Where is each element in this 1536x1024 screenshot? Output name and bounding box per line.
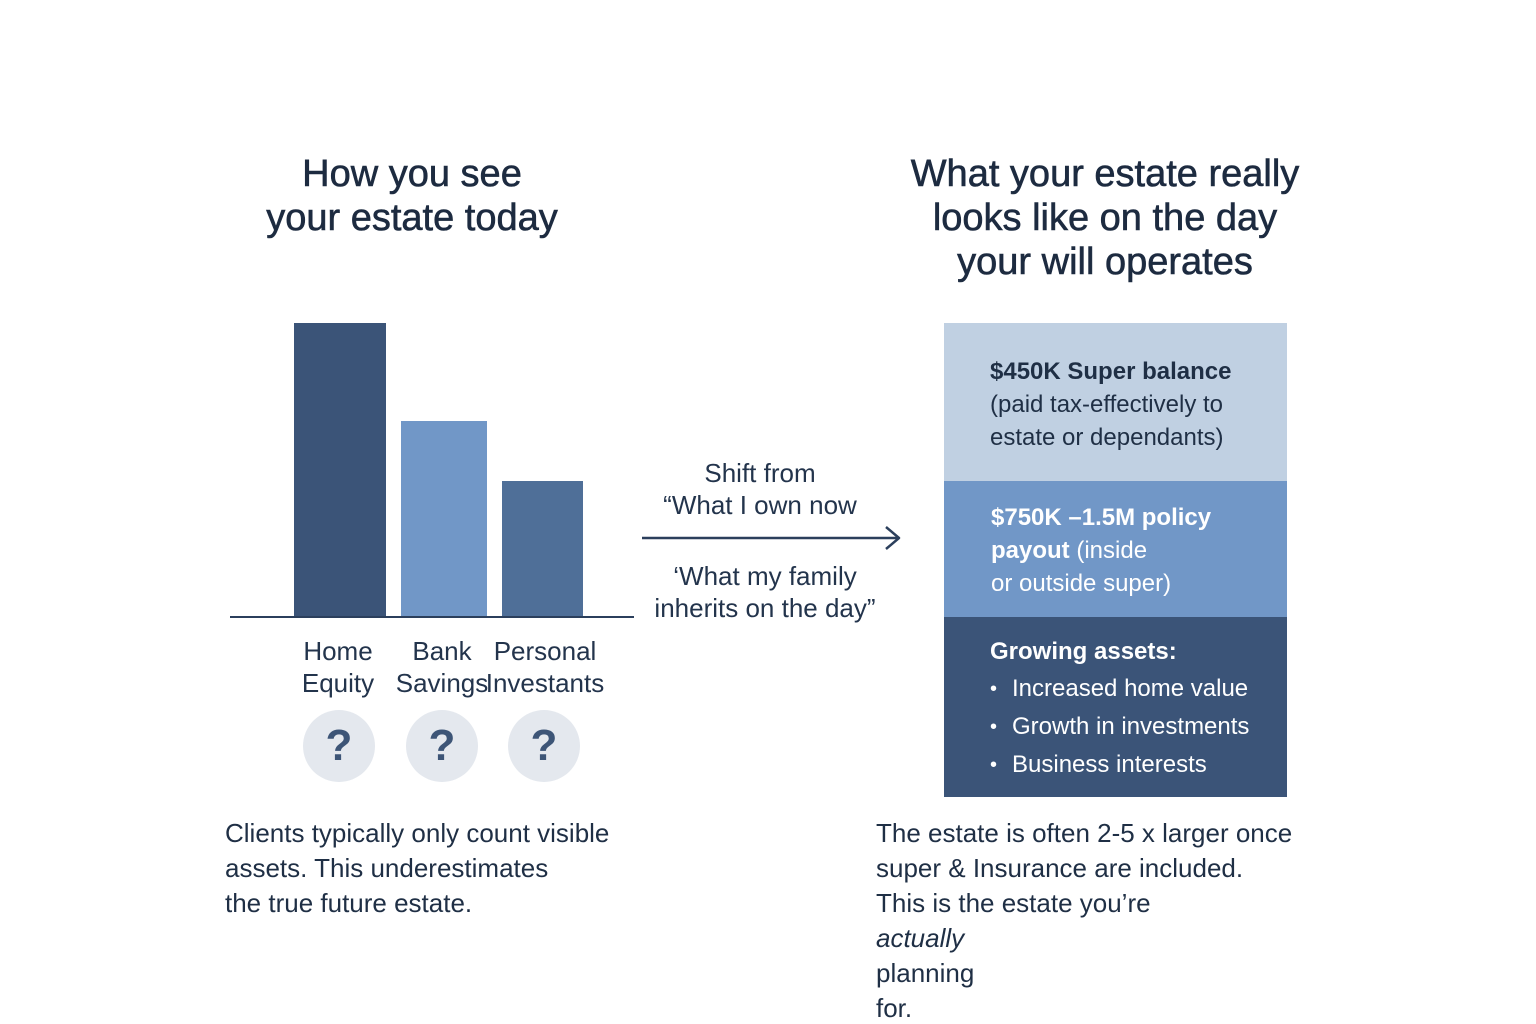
left-caption: Clients typically only count visible ass… <box>225 818 610 918</box>
left-heading-line-1: How you see <box>302 153 522 196</box>
growing-assets-bullet: • Business interests <box>990 746 1267 784</box>
growing-assets-title: Growing assets: <box>990 638 1177 665</box>
growing-assets-block: Growing assets: • Increased home value •… <box>944 617 1287 797</box>
shift-arrow-icon <box>642 526 901 550</box>
right-heading-line-1: What your estate really <box>910 153 1300 196</box>
right-heading: What your estate really looks like on th… <box>880 152 1330 284</box>
shift-text-top: Shift from “What I own now <box>663 458 857 520</box>
bar-label-bank-savings: Bank Savings <box>395 636 489 698</box>
left-heading: How you see your estate today <box>212 152 612 240</box>
right-caption-line-3: This is the estate you’re actually plann… <box>876 888 1151 988</box>
bar-home-equity <box>294 323 386 616</box>
chart-baseline <box>230 616 634 618</box>
right-caption: The estate is often 2-5 x larger once su… <box>876 816 1356 1024</box>
bullet-icon: • <box>990 716 998 738</box>
bullet-icon: • <box>990 754 998 776</box>
policy-payout-title: $750K –1.5M policy <box>991 504 1212 531</box>
super-balance-title: $450K Super balance <box>990 358 1232 385</box>
super-balance-line: estate or dependants) <box>990 424 1224 451</box>
super-balance-line: (paid tax-effectively to <box>990 391 1224 418</box>
bar-bank-savings <box>401 421 487 616</box>
right-heading-line-3: your will operates <box>957 241 1253 284</box>
shift-text-bottom: ‘What my family inherits on the day” <box>654 561 876 623</box>
growing-assets-bullet: • Growth in investments <box>990 708 1267 746</box>
growing-assets-bullet: • Increased home value <box>990 670 1267 708</box>
policy-payout-block: $750K –1.5M policy payout (inside or out… <box>944 481 1287 617</box>
question-mark-icon: ? <box>303 710 375 782</box>
right-heading-line-2: looks like on the day <box>932 197 1278 240</box>
question-mark-icon: ? <box>406 710 478 782</box>
asset-bar-chart <box>230 300 634 620</box>
bar-label-personal-investants: Personal Investants <box>485 636 605 698</box>
left-heading-line-2: your estate today <box>266 197 558 240</box>
question-mark-icon: ? <box>508 710 580 782</box>
bullet-icon: • <box>990 678 998 700</box>
policy-payout-line: or outside super) <box>991 570 1172 597</box>
bar-personal-investants <box>502 481 583 616</box>
policy-payout-line: payout (inside <box>991 537 1148 564</box>
bar-label-home-equity: Home Equity <box>301 636 375 698</box>
super-balance-block: $450K Super balance (paid tax-effectivel… <box>944 323 1287 481</box>
